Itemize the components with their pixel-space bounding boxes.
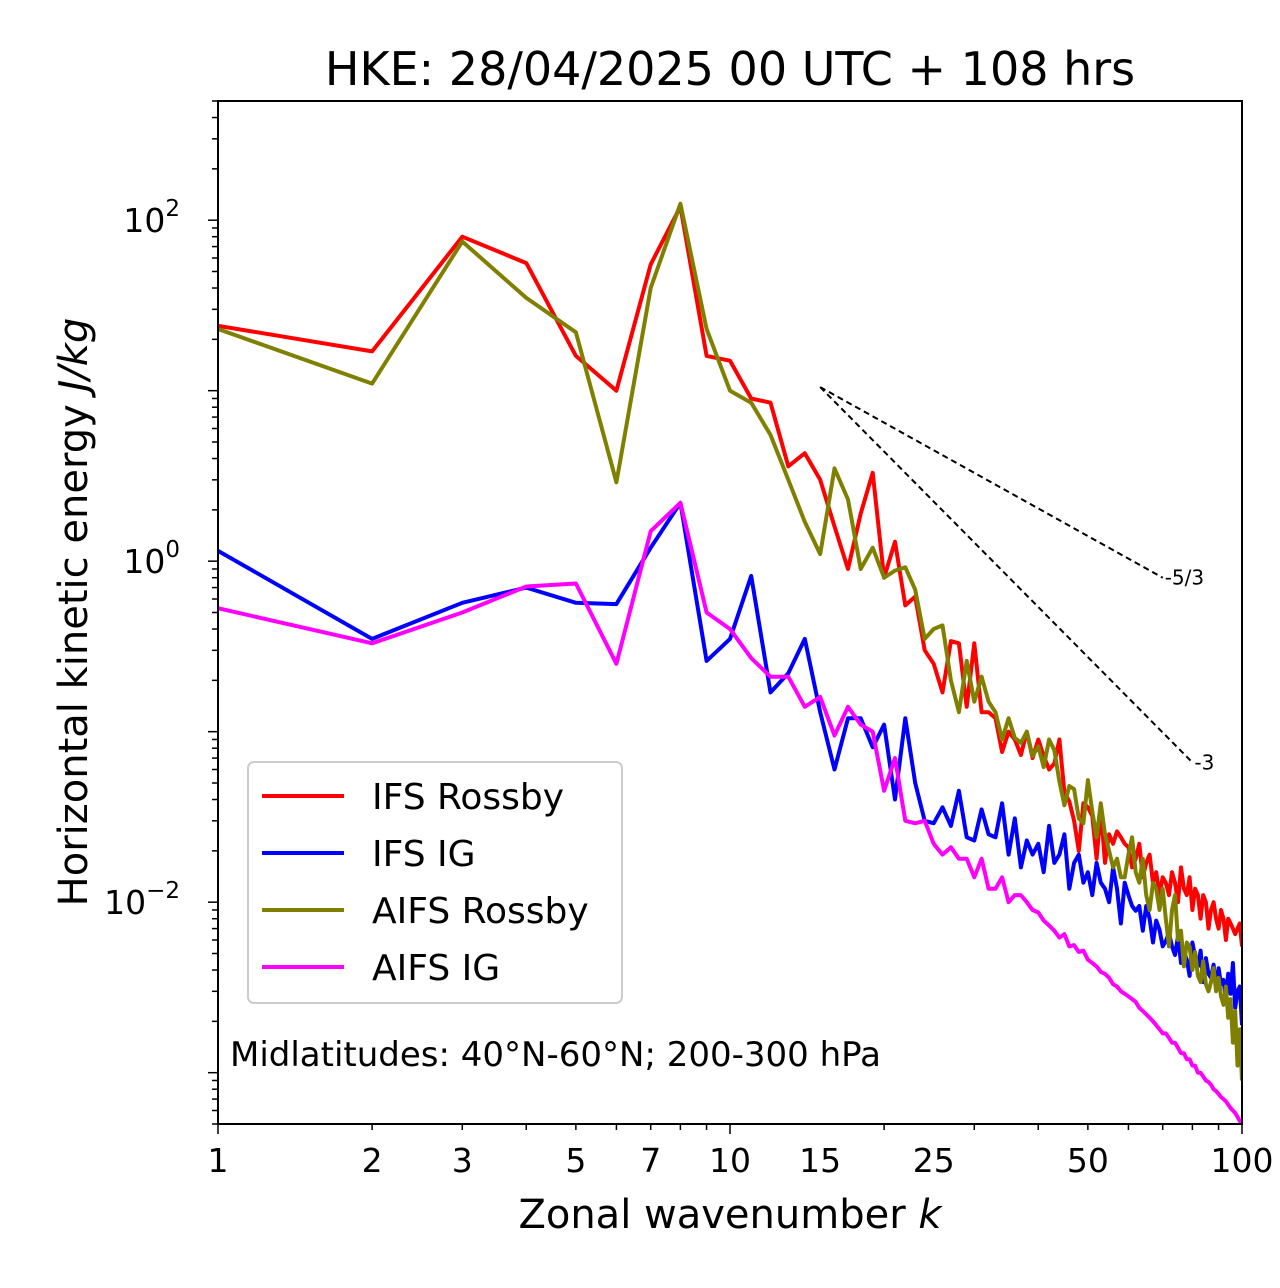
x-tick-label: 7 xyxy=(640,1141,661,1180)
y-axis-label-unit: J/kg xyxy=(51,318,97,399)
legend-label-3: AIFS IG xyxy=(372,948,500,989)
chart-title: HKE: 28/04/2025 00 UTC + 108 hrs xyxy=(325,42,1135,96)
x-axis-label: Zonal wavenumber k xyxy=(518,1192,943,1238)
slope-line-1 xyxy=(819,386,1194,764)
y-axis-label: Horizontal kinetic energy J/kg xyxy=(51,318,97,907)
slope-label-0: -5/3 xyxy=(1165,566,1204,590)
legend-label-1: IFS IG xyxy=(372,834,476,875)
x-tick-label: 10 xyxy=(709,1141,751,1180)
y-tick-label: 102 xyxy=(123,196,180,240)
legend-label-2: AIFS Rossby xyxy=(372,891,589,932)
y-axis-ticks: 102 100 10−2 xyxy=(104,100,218,1125)
x-tick-label: 3 xyxy=(452,1141,473,1180)
x-tick-label: 1 xyxy=(208,1141,229,1180)
series-line-3 xyxy=(218,500,1242,1124)
slope-label-1: -3 xyxy=(1194,750,1214,774)
region-annotation: Midlatitudes: 40°N-60°N; 200-300 hPa xyxy=(230,1035,881,1075)
reference-slopes: -5/3 -3 xyxy=(819,386,1214,774)
series-layer xyxy=(218,201,1242,1124)
x-tick-label: 2 xyxy=(362,1141,383,1180)
x-tick-label: 5 xyxy=(565,1141,586,1180)
legend-box xyxy=(247,761,623,1004)
x-axis-ticks: 1 2 3 5 7 10 15 25 50 100 xyxy=(208,1124,1274,1180)
y-axis-label-text: Horizontal kinetic energy xyxy=(51,392,97,907)
y-tick-label: 100 xyxy=(123,537,180,581)
x-axis-label-text: Zonal wavenumber xyxy=(518,1192,918,1238)
x-tick-label: 50 xyxy=(1067,1141,1109,1180)
series-line-2 xyxy=(218,201,1242,1081)
slope-line-0 xyxy=(819,386,1164,579)
x-tick-label: 100 xyxy=(1211,1141,1274,1180)
x-axis-label-var: k xyxy=(918,1192,943,1238)
y-tick-label: 10−2 xyxy=(104,878,180,922)
legend: IFS Rossby IFS IG AIFS Rossby AIFS IG xyxy=(247,761,623,1004)
legend-label-0: IFS Rossby xyxy=(372,777,564,818)
x-tick-label: 15 xyxy=(799,1141,841,1180)
x-tick-label: 25 xyxy=(913,1141,955,1180)
